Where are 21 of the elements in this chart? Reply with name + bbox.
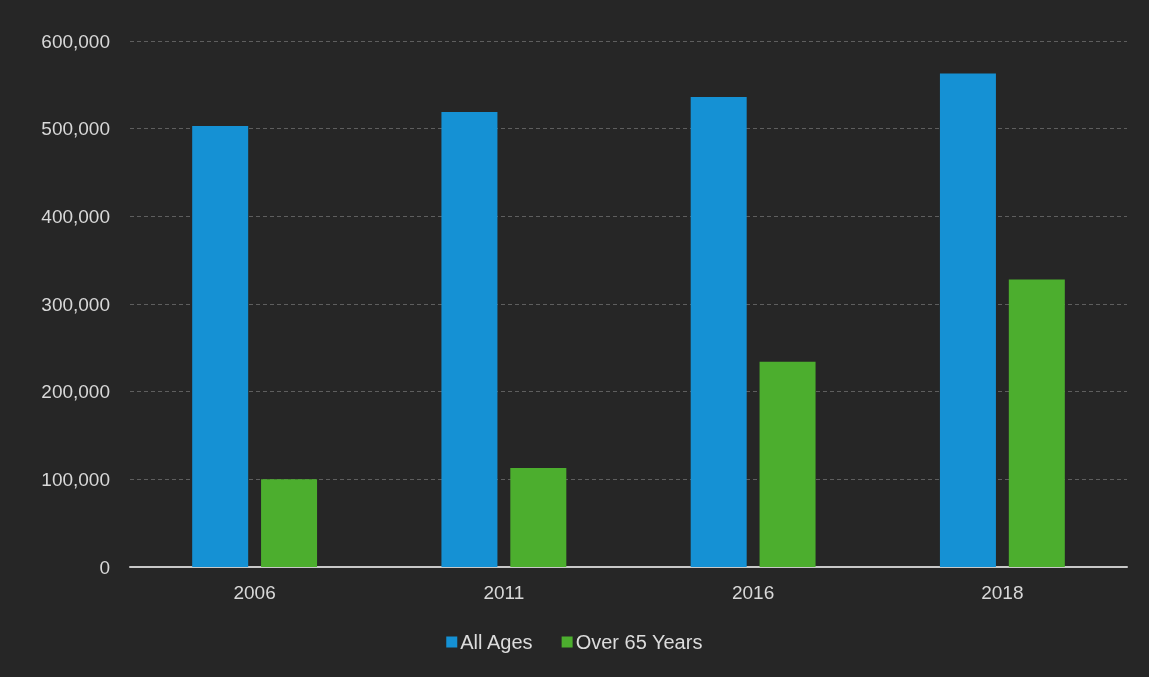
x-tick-label: 2006 bbox=[233, 582, 276, 603]
y-tick-label: 100,000 bbox=[41, 468, 110, 490]
x-tick-label: 2018 bbox=[981, 582, 1024, 603]
y-tick-label: 500,000 bbox=[41, 118, 110, 140]
bar bbox=[261, 479, 318, 567]
legend-label: All Ages bbox=[460, 631, 533, 653]
bar bbox=[759, 361, 816, 567]
x-tick-label: 2016 bbox=[731, 582, 775, 603]
y-tick-label: 300,000 bbox=[41, 293, 110, 315]
bar bbox=[690, 97, 747, 567]
y-tick-label: 200,000 bbox=[41, 381, 110, 403]
x-tick-label: 2011 bbox=[483, 582, 525, 603]
y-tick-label: 400,000 bbox=[41, 205, 110, 227]
y-tick-label: 0 bbox=[99, 556, 110, 578]
legend-label: Over 65 Years bbox=[575, 631, 703, 653]
bar bbox=[510, 467, 567, 567]
y-tick-label: 600,000 bbox=[41, 30, 110, 52]
bar bbox=[192, 126, 249, 567]
bar bbox=[1008, 279, 1065, 567]
bar bbox=[441, 112, 498, 567]
bar bbox=[939, 73, 996, 567]
